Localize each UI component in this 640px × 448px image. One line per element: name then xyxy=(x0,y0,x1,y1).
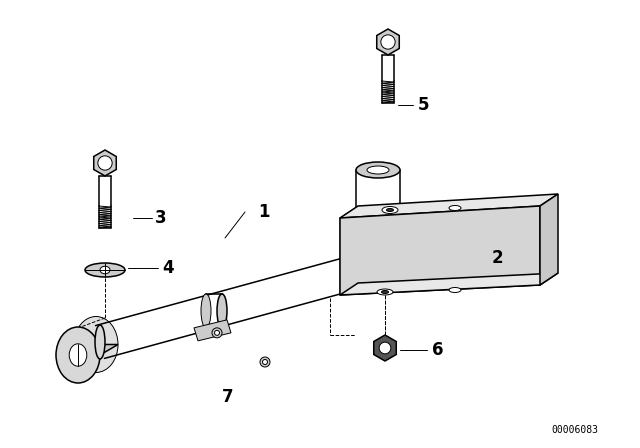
Ellipse shape xyxy=(382,207,398,214)
Ellipse shape xyxy=(74,316,118,372)
Text: 5: 5 xyxy=(418,96,429,114)
Text: 00006083: 00006083 xyxy=(552,425,598,435)
Text: 4: 4 xyxy=(162,259,173,277)
Polygon shape xyxy=(340,273,558,295)
Ellipse shape xyxy=(85,263,125,277)
Ellipse shape xyxy=(56,327,100,383)
Text: 7: 7 xyxy=(222,388,234,406)
Text: 2: 2 xyxy=(492,249,504,267)
Polygon shape xyxy=(93,150,116,176)
Polygon shape xyxy=(340,206,358,295)
Circle shape xyxy=(214,330,220,336)
Ellipse shape xyxy=(449,206,461,211)
Circle shape xyxy=(212,328,222,338)
Polygon shape xyxy=(340,194,558,218)
Circle shape xyxy=(98,156,112,170)
Ellipse shape xyxy=(449,288,461,293)
Polygon shape xyxy=(374,335,396,361)
Ellipse shape xyxy=(217,294,227,328)
Polygon shape xyxy=(56,345,118,355)
Ellipse shape xyxy=(395,243,405,277)
Text: 1: 1 xyxy=(258,203,269,221)
Polygon shape xyxy=(540,194,558,285)
Text: 3: 3 xyxy=(155,209,166,227)
Circle shape xyxy=(379,342,391,354)
Ellipse shape xyxy=(100,266,110,274)
Polygon shape xyxy=(340,206,540,295)
Ellipse shape xyxy=(367,166,389,174)
Ellipse shape xyxy=(95,325,105,359)
Ellipse shape xyxy=(381,290,388,293)
Circle shape xyxy=(262,359,268,365)
Ellipse shape xyxy=(69,344,87,366)
Text: 6: 6 xyxy=(432,341,444,359)
Circle shape xyxy=(381,35,395,49)
Polygon shape xyxy=(377,29,399,55)
Ellipse shape xyxy=(387,208,394,211)
Ellipse shape xyxy=(377,289,393,295)
Polygon shape xyxy=(194,320,231,341)
Ellipse shape xyxy=(356,257,400,273)
Ellipse shape xyxy=(356,162,400,178)
Circle shape xyxy=(260,357,270,367)
Ellipse shape xyxy=(201,294,211,328)
